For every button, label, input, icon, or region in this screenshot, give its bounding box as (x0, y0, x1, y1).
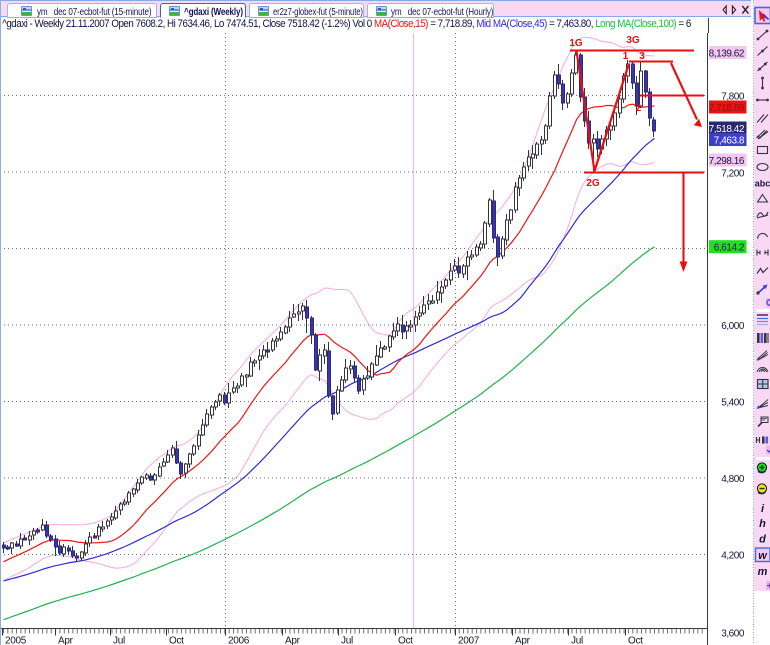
svg-text:2006: 2006 (228, 636, 250, 645)
svg-text:3,600: 3,600 (721, 628, 745, 639)
svg-text:2005: 2005 (5, 636, 27, 645)
svg-text:w: w (758, 550, 768, 562)
svg-text:4,200: 4,200 (721, 550, 745, 561)
svg-text:4,800: 4,800 (721, 474, 745, 485)
svg-text:5,400: 5,400 (721, 397, 745, 408)
svg-text:1: 1 (623, 51, 629, 62)
svg-text:7,518.42: 7,518.42 (709, 124, 745, 135)
svg-text:i: i (761, 503, 765, 515)
svg-text:7,200: 7,200 (721, 168, 745, 179)
svg-text:3G: 3G (626, 35, 640, 46)
svg-text:7,718.89: 7,718.89 (709, 103, 745, 114)
svg-text:Apr: Apr (285, 636, 301, 645)
svg-text:m: m (758, 566, 768, 578)
svg-text:2007: 2007 (458, 636, 480, 645)
svg-text:6,614.2: 6,614.2 (714, 243, 745, 254)
svg-text:3: 3 (639, 51, 645, 62)
svg-text:abc: abc (755, 179, 770, 189)
svg-text:Jul: Jul (113, 636, 125, 645)
svg-text:1G: 1G (569, 38, 583, 49)
svg-text:7,800: 7,800 (721, 91, 745, 102)
svg-text:2: 2 (636, 103, 642, 114)
svg-text:Jul: Jul (571, 636, 583, 645)
svg-text:Jul: Jul (341, 636, 353, 645)
svg-text:Apr: Apr (515, 636, 531, 645)
svg-text:Oct: Oct (169, 636, 184, 645)
svg-text:Apr: Apr (58, 636, 74, 645)
svg-text:Oct: Oct (628, 636, 643, 645)
svg-text:7,298.16: 7,298.16 (709, 156, 745, 167)
svg-text:7,463.8: 7,463.8 (714, 135, 745, 146)
svg-text:6,000: 6,000 (721, 321, 745, 332)
svg-text:Oct: Oct (398, 636, 413, 645)
svg-text:2G: 2G (586, 178, 600, 189)
svg-text:d: d (759, 534, 766, 546)
svg-text:h: h (759, 518, 766, 530)
svg-text:8,139.62: 8,139.62 (709, 48, 745, 59)
